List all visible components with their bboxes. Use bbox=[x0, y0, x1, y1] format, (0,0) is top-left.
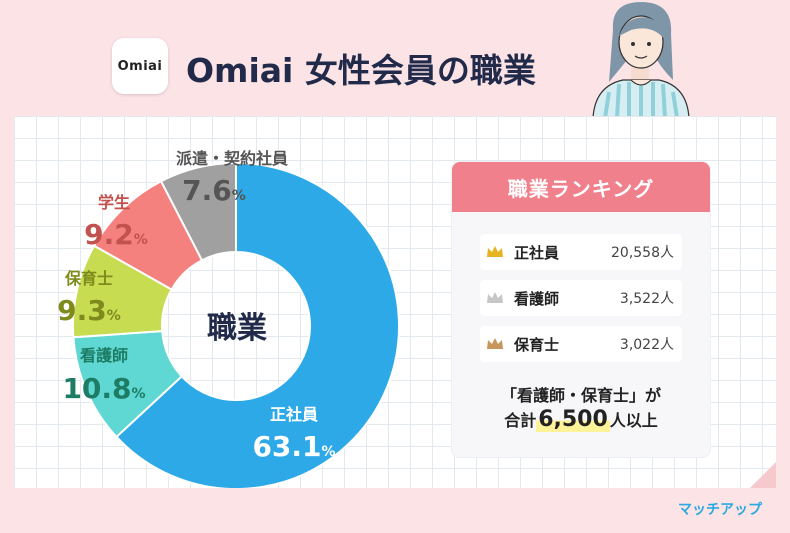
slice-value-unit-gakusei: % bbox=[134, 232, 148, 248]
ranking-row-2: 看護師 3,522人 bbox=[480, 280, 682, 316]
ranking-row-1: 正社員 20,558人 bbox=[480, 234, 682, 270]
summary-suffix: 人以上 bbox=[609, 411, 658, 430]
slice-value-kangoshi: 10.8% bbox=[62, 372, 145, 405]
donut-center-label: 職業 bbox=[207, 311, 267, 346]
slice-seishain bbox=[115, 161, 400, 488]
slice-value-seishain: 63.1% bbox=[252, 430, 335, 463]
ranking-count-1: 20,558人 bbox=[611, 245, 674, 261]
slice-label-seishain: 正社員 63.1% bbox=[252, 405, 335, 463]
matchup-brand-logo: マッチアップ bbox=[678, 502, 762, 518]
ranking-name-1: 正社員 bbox=[514, 243, 560, 262]
bronze-crown-icon bbox=[486, 337, 508, 351]
ranking-name-3: 保育士 bbox=[514, 335, 560, 354]
silver-crown-icon bbox=[486, 291, 508, 305]
slice-value-unit-hoikushi: % bbox=[107, 308, 121, 324]
slice-haken bbox=[159, 161, 237, 262]
omiai-app-icon: Omiai bbox=[112, 38, 168, 94]
ranking-summary-line2: 合計6,500 人以上 bbox=[452, 407, 710, 432]
slice-name-seishain: 正社員 bbox=[270, 405, 318, 424]
slice-value-unit-kangoshi: % bbox=[132, 386, 146, 402]
slice-name-hoikushi: 保育士 bbox=[64, 269, 113, 288]
slice-value-number-kangoshi: 10.8 bbox=[62, 372, 131, 405]
ranking-count-3: 3,022人 bbox=[619, 337, 674, 353]
slice-value-number-hoikushi: 9.3 bbox=[57, 294, 107, 327]
ranking-row-3: 保育士 3,022人 bbox=[480, 326, 682, 362]
summary-prefix: 合計 bbox=[504, 411, 537, 430]
slice-value-gakusei: 9.2% bbox=[84, 218, 148, 251]
ranking-summary-line1: 「看護師・保育士」が bbox=[500, 386, 661, 405]
woman-illustration-icon bbox=[592, 2, 690, 118]
ranking-count-2: 3,522人 bbox=[619, 291, 674, 307]
slice-value-number-seishain: 63.1 bbox=[252, 430, 321, 463]
header: Omiai Omiai 女性会員の職業 bbox=[0, 0, 790, 118]
slice-label-hoikushi: 保育士 9.3% bbox=[57, 269, 121, 327]
slice-name-gakusei: 学生 bbox=[98, 193, 130, 212]
gold-crown-icon bbox=[486, 245, 508, 259]
slice-name-haken: 派遣・契約社員 bbox=[176, 149, 288, 168]
slice-value-haken: 7.6% bbox=[182, 174, 246, 207]
slice-label-gakusei: 学生 9.2% bbox=[84, 193, 148, 251]
page-fold-corner bbox=[750, 462, 776, 488]
slice-value-unit-seishain: % bbox=[322, 444, 336, 460]
slice-value-number-gakusei: 9.2 bbox=[84, 218, 134, 251]
slice-value-number-haken: 7.6 bbox=[182, 174, 232, 207]
summary-number: 6,500 bbox=[536, 407, 610, 432]
slice-label-kangoshi: 看護師 10.8% bbox=[62, 346, 145, 405]
slice-label-haken: 派遣・契約社員 7.6% bbox=[176, 149, 288, 207]
slice-name-kangoshi: 看護師 bbox=[79, 346, 128, 365]
app-icon-text: Omiai bbox=[117, 58, 163, 74]
slice-value-hoikushi: 9.3% bbox=[57, 294, 121, 327]
page-title: Omiai 女性会員の職業 bbox=[186, 51, 536, 90]
occupation-donut-chart: 職業 正社員 63.1% 看護師 10.8% 保育士 9.3% 学生 9.2% … bbox=[57, 149, 400, 488]
ranking-title: 職業ランキング bbox=[452, 162, 710, 212]
slice-value-unit-haken: % bbox=[232, 188, 246, 204]
ranking-name-2: 看護師 bbox=[514, 289, 560, 308]
